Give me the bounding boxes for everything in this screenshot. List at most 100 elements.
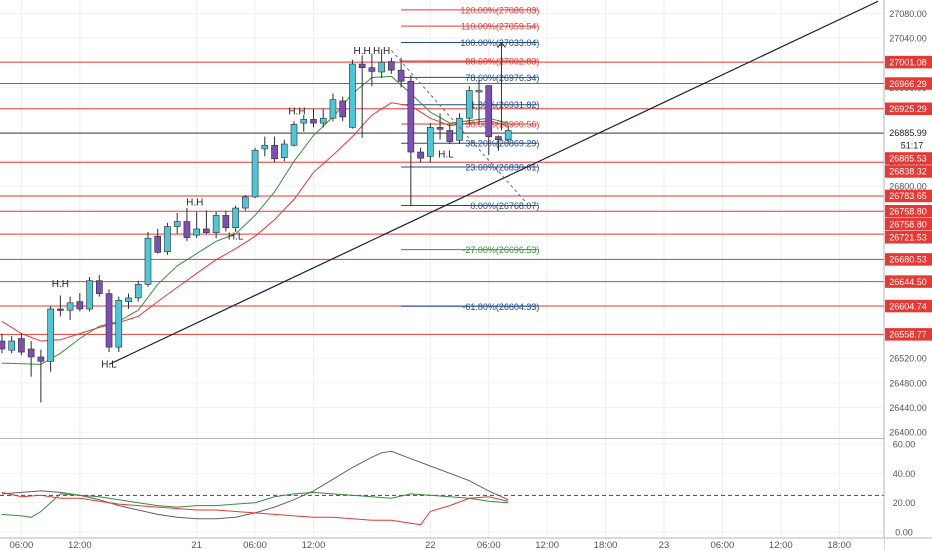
level-price-value: 26721.53 (889, 232, 927, 242)
annotations: H.HH.LH.HH.LH.HH.H H.HH.L (52, 46, 454, 370)
oscillator-line (1, 450, 509, 520)
level-price-tag (885, 204, 932, 218)
level-price-tag (885, 299, 932, 313)
candle-body (465, 90, 473, 119)
current-price-tag (885, 126, 932, 152)
moving-averages (1, 75, 509, 365)
candle-body (368, 67, 376, 72)
candle-body (261, 144, 269, 150)
moving-average-line (1, 75, 509, 365)
candle-body (310, 119, 317, 124)
fib-level-label: -27.00%(26696.53) (462, 245, 539, 255)
time-tick-label: 12:00 (68, 540, 92, 550)
level-price-tag (885, 102, 932, 116)
time-tick-label: 06:00 (243, 540, 267, 550)
trendline[interactable] (108, 0, 879, 365)
time-tick-label: 06:00 (710, 540, 734, 550)
fib-level-label: 110.00%(27059.54) (461, 22, 539, 32)
candle-body (134, 284, 142, 299)
candle-body (504, 130, 512, 141)
osc-tick-label: 40.00 (893, 469, 916, 479)
candle-body (397, 69, 405, 82)
candle-body (485, 85, 493, 137)
level-price-value: 26783.65 (889, 191, 927, 201)
swing-annotation: H.H (354, 46, 371, 57)
swing-annotation: H.H (288, 106, 305, 117)
candle-body (125, 297, 132, 302)
price-tick-label: 26480.00 (889, 378, 927, 388)
fib-level-label: -61.80%(26604.33) (462, 302, 539, 312)
candle-body (456, 117, 463, 141)
candle-body (329, 99, 337, 119)
oscillator-pane (0, 443, 884, 533)
price-tick-label: 26800.00 (889, 181, 927, 191)
candle-body (203, 228, 210, 233)
candle-body (358, 63, 366, 69)
osc-tick-label: 20.00 (893, 498, 916, 508)
fib-level-label: 88.60%(27002.83) (465, 57, 539, 67)
candle-body (339, 100, 347, 118)
candle-body (8, 340, 16, 351)
swing-annotation: H.L (101, 359, 117, 370)
candle-body (144, 237, 152, 285)
candle-body (183, 221, 191, 238)
candle-body (271, 144, 278, 160)
candle-body (349, 63, 356, 128)
fib-level-label: 38.20%(26869.29) (465, 139, 539, 149)
level-price-tag (885, 165, 932, 178)
swing-annotation: H.L (228, 231, 244, 242)
candle-body (164, 226, 171, 253)
candle-body (407, 80, 415, 153)
candle-body (251, 149, 259, 198)
level-price-value: 26966.29 (889, 79, 927, 89)
drawings[interactable] (108, 0, 879, 365)
candle-body (290, 124, 298, 146)
candle-countdown: 51:17 (901, 141, 924, 151)
candle-body (193, 228, 200, 236)
level-price-tag (885, 189, 932, 203)
fib-level-label: 61.80%(26931.82) (465, 100, 539, 110)
level-price-tag (885, 152, 932, 165)
time-tick-label: 23 (659, 540, 670, 550)
candle-body (417, 151, 424, 159)
swing-annotation: H.H (52, 279, 69, 290)
candle-body (47, 308, 54, 362)
level-price-tag (885, 77, 932, 90)
time-tick-label: 21 (191, 540, 202, 550)
level-price-value: 27001.08 (889, 57, 927, 67)
time-tick-label: 12:00 (535, 540, 559, 550)
price-tick-label: 26520.00 (889, 354, 927, 364)
swing-annotation: H.H (373, 46, 390, 57)
time-tick-label: 06:00 (477, 540, 501, 550)
candle-body (105, 293, 113, 348)
fib-level-label: 78.60%(26976.34) (465, 73, 539, 83)
candle-body (242, 196, 249, 209)
candle-body (475, 90, 483, 93)
level-price-value: 26680.53 (889, 255, 927, 265)
level-price-value: 26758.80 (889, 219, 927, 229)
fib-level-label: 100.00%(27033.04) (460, 38, 539, 48)
projection-line[interactable] (391, 50, 529, 205)
candles (0, 49, 512, 403)
time-tick-label: 18:00 (594, 540, 618, 550)
candle-body (388, 61, 395, 71)
price-tick-label: 26440.00 (889, 403, 927, 413)
oscillator-line (1, 491, 509, 526)
oscillator-line (1, 491, 509, 518)
candle-body (37, 356, 45, 362)
candle-body (300, 119, 308, 124)
time-axis-background (0, 538, 884, 550)
osc-tick-label: 0.00 (895, 528, 913, 538)
level-price-tag (885, 275, 932, 288)
level-price-value: 26885.53 (889, 154, 927, 164)
candle-body (173, 221, 181, 227)
level-price-value: 26604.74 (889, 301, 927, 311)
candle-body (66, 302, 74, 311)
candle-body (154, 236, 162, 253)
candle-body (378, 61, 385, 73)
level-price-value: 26644.50 (889, 277, 927, 287)
price-axis-background (884, 0, 932, 550)
candle-body (446, 130, 454, 142)
